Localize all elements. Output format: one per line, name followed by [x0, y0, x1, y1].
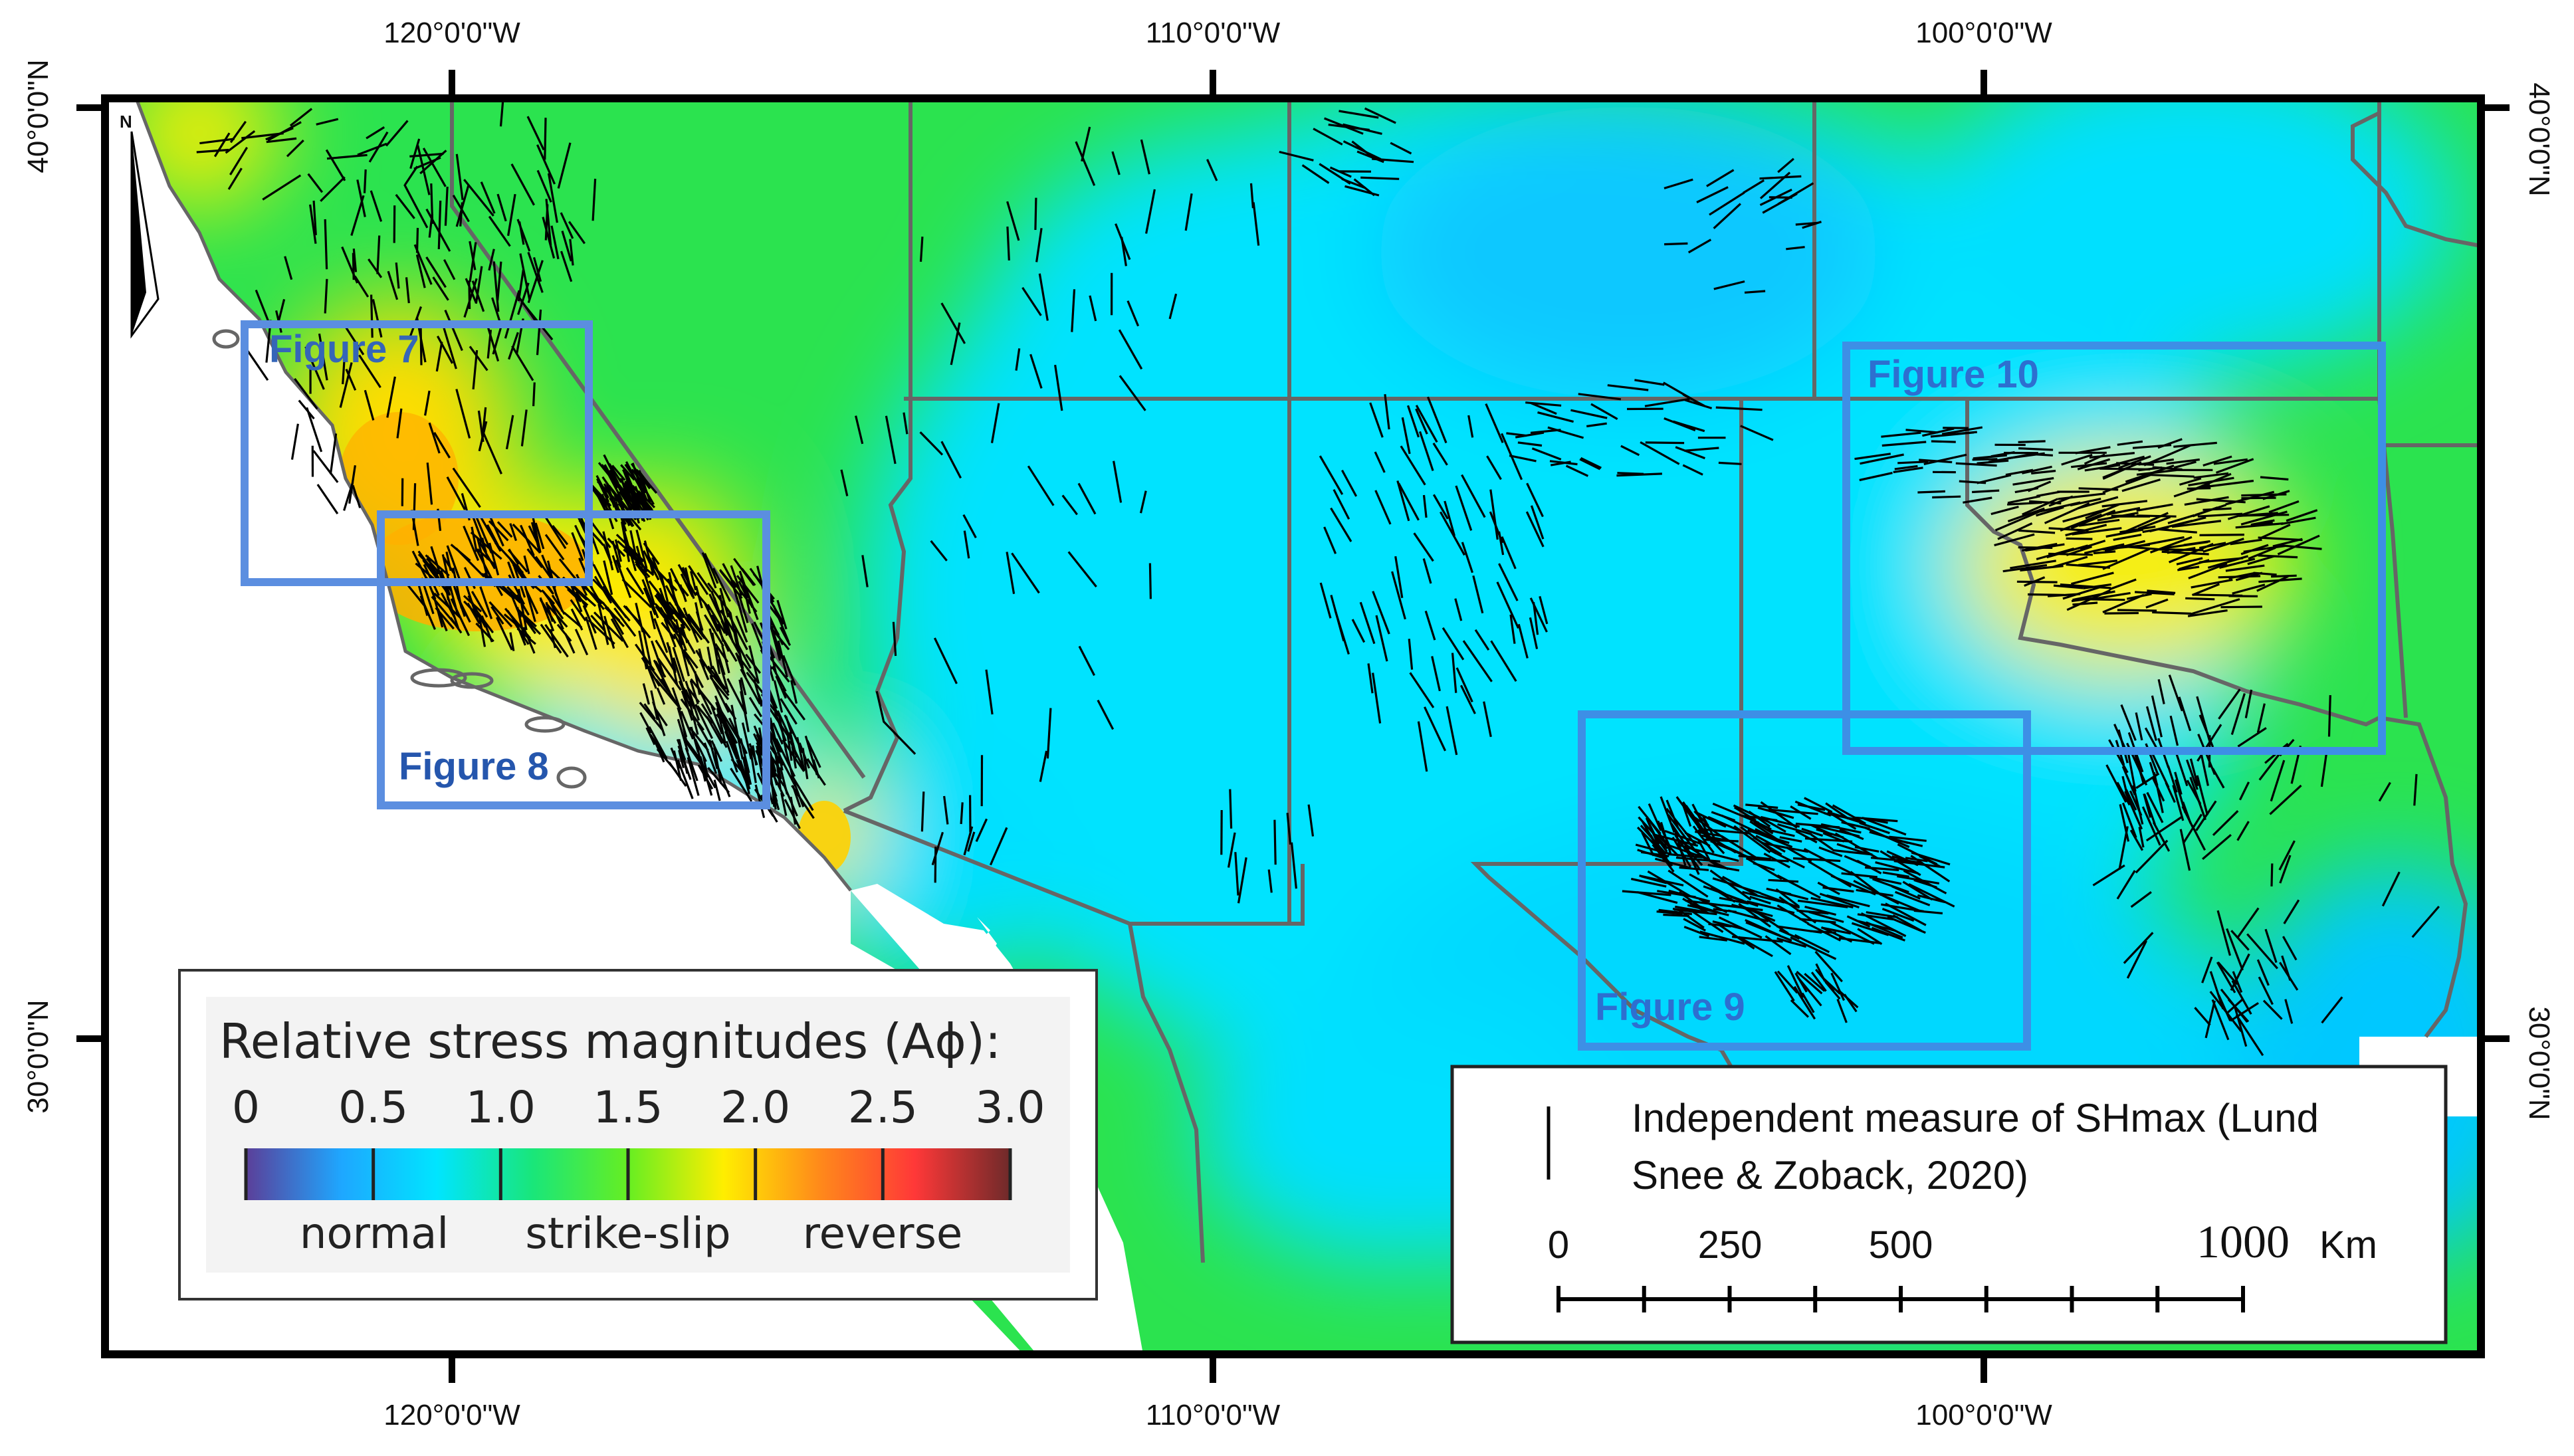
shmax-line: [2329, 695, 2331, 736]
colorbar-tick-label: 0.5: [338, 1082, 408, 1133]
lon-label-bottom-120w: 120°0'0"W: [383, 1399, 520, 1432]
colorbar-tick-label: 2.0: [720, 1082, 790, 1133]
shmax-line: [1973, 459, 1998, 460]
shmax-line: [935, 847, 936, 883]
shmax-line: [545, 118, 546, 159]
legend-class-strike-slip: strike-slip: [525, 1209, 730, 1259]
shmax-legend-text: Independent measure of SHmax (Lund Snee …: [1632, 1090, 2319, 1204]
shmax-line: [2066, 538, 2093, 539]
lat-label-left-30n: 30°0'0"N: [22, 999, 55, 1113]
shmax-line: [1931, 441, 1956, 442]
shmax-line: [2018, 441, 2046, 443]
figure-8-label: Figure 8: [399, 744, 549, 789]
lon-label-bottom-100w: 100°0'0"W: [1915, 1399, 2052, 1432]
shmax-line: [1230, 789, 1232, 829]
shmax-legend-line1: Independent measure of SHmax (Lund: [1632, 1090, 2319, 1147]
lat-label-right-30n: 30°0'0"N: [2522, 1006, 2555, 1120]
shmax-line: [2117, 610, 2157, 611]
figure-10-label: Figure 10: [1868, 352, 2039, 397]
colorbar-tick-label: 3.0: [976, 1082, 1045, 1133]
shmax-line: [1719, 463, 1742, 464]
shmax-line: [1932, 496, 1961, 497]
scale-label-500: 500: [1869, 1223, 1933, 1267]
shmax-line: [394, 205, 395, 243]
legend-class-normal: normal: [300, 1209, 449, 1259]
shmax-line: [365, 169, 366, 193]
shmax-line: [2079, 488, 2119, 490]
colorbar-tick-label: 0: [232, 1082, 260, 1133]
colorbar-tick-label: 2.5: [848, 1082, 918, 1133]
shmax-line: [469, 280, 470, 309]
lon-label-top-120w: 120°0'0"W: [383, 17, 520, 50]
shmax-line: [2152, 612, 2191, 613]
figure-7-label: Figure 7: [269, 327, 419, 371]
shmax-line: [2017, 581, 2058, 582]
shmax-line: [2200, 535, 2244, 536]
shmax-line: [2242, 515, 2289, 516]
north-arrow-label: N: [120, 112, 132, 132]
shmax-line: [1664, 243, 1687, 244]
shmax-line: [1769, 197, 1792, 198]
shmax-line: [1917, 491, 1945, 492]
lat-label-right-40n: 40°0'0"N: [2522, 82, 2555, 196]
figure-9-label: Figure 9: [1595, 985, 1745, 1029]
scale-label-1000: 1000: [2197, 1216, 2290, 1269]
shmax-line: [2104, 613, 2139, 614]
scale-label-250: 250: [1698, 1223, 1763, 1267]
scale-label-0: 0: [1548, 1223, 1569, 1267]
shmax-line: [2271, 575, 2297, 576]
colorbar-tick-label: 1.0: [466, 1082, 536, 1133]
shmax-line: [2218, 576, 2260, 577]
shmax-line: [2185, 598, 2214, 599]
scale-unit: Km: [2319, 1223, 2377, 1267]
legend-class-reverse: reverse: [803, 1209, 963, 1259]
lon-label-top-110w: 110°0'0"W: [1146, 17, 1280, 50]
shmax-line: [534, 382, 535, 406]
lat-label-left-40n: 40°0'0"N: [22, 59, 55, 173]
lon-label-bottom-110w: 110°0'0"W: [1146, 1399, 1280, 1432]
shmax-line: [961, 802, 962, 824]
shmax-legend-line2: Snee & Zoback, 2020): [1632, 1147, 2319, 1204]
colorbar-tick-label: 1.5: [593, 1082, 663, 1133]
shmax-line: [1360, 177, 1399, 179]
shmax-line: [1035, 198, 1036, 230]
stress-legend-title: Relative stress magnitudes (Aϕ):: [219, 1013, 1001, 1069]
shmax-line: [1897, 462, 1928, 463]
lon-label-top-100w: 100°0'0"W: [1915, 17, 2052, 50]
